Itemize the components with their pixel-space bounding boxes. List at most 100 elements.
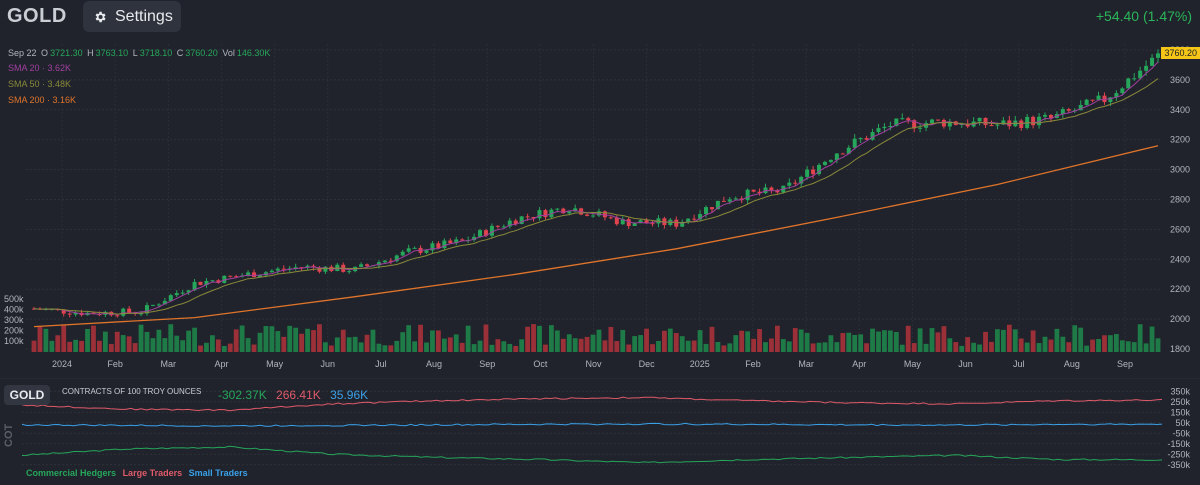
volume-bar xyxy=(299,333,305,352)
volume-bar xyxy=(346,337,352,352)
volume-bar xyxy=(73,339,79,352)
volume-bar xyxy=(281,336,287,352)
volume-bar xyxy=(602,340,608,352)
candle xyxy=(168,295,173,301)
candle xyxy=(483,230,488,236)
volume-bar xyxy=(441,338,447,352)
candle xyxy=(210,280,215,282)
price-chart[interactable]: 1800 2000 2200 2400 2600 2800 3000 3200 3400 3600… xyxy=(0,34,1200,374)
commercial-value: -302.37K xyxy=(218,388,267,402)
sma20-line xyxy=(33,61,1159,315)
candle xyxy=(121,308,126,316)
candle xyxy=(275,268,280,271)
volume-bar xyxy=(679,336,685,352)
volume-bar xyxy=(465,325,471,352)
candle xyxy=(115,315,120,317)
x-tick-label: Mar xyxy=(161,359,177,369)
volume-bar xyxy=(334,337,340,352)
cot-symbol-badge[interactable]: GOLD xyxy=(4,385,50,405)
vol-value: 146.30K xyxy=(236,48,271,58)
volume-bar xyxy=(471,344,477,352)
volume-bar xyxy=(531,324,536,352)
x-tick-label: Aug xyxy=(426,359,442,369)
volume-bar xyxy=(971,342,977,352)
candle xyxy=(989,125,994,127)
candle xyxy=(222,275,227,283)
volume-bar xyxy=(929,328,935,352)
candle xyxy=(626,219,631,227)
volume-bar xyxy=(245,338,251,352)
volume-bar xyxy=(233,329,239,352)
candle xyxy=(585,214,590,216)
candle xyxy=(983,117,988,126)
low-label: L xyxy=(132,48,138,58)
volume-bar xyxy=(893,331,899,352)
candle xyxy=(1120,88,1125,94)
y-tick-label: 3000 xyxy=(1170,165,1190,175)
volume-bar xyxy=(120,335,126,352)
volume-bar xyxy=(251,344,257,352)
volume-bar xyxy=(340,329,346,352)
candle xyxy=(608,217,613,219)
candle xyxy=(460,239,465,241)
candle xyxy=(1037,116,1042,126)
candle xyxy=(1090,99,1095,101)
volume-bar xyxy=(953,342,959,352)
candle xyxy=(436,243,441,249)
x-tick-label: Jun xyxy=(320,359,335,369)
volume-bar xyxy=(358,342,364,352)
volume-tick-label: 400k xyxy=(4,305,24,315)
cot-y-tick-label: -350k xyxy=(1167,460,1190,470)
volume-bar xyxy=(447,337,453,352)
candle xyxy=(162,300,167,305)
candle xyxy=(1150,57,1155,66)
candle xyxy=(1066,109,1071,111)
volume-bar xyxy=(864,343,869,352)
cot-y-tick-label: -150k xyxy=(1167,439,1190,449)
volume-bar xyxy=(293,327,299,352)
candle xyxy=(799,176,804,184)
volume-bar xyxy=(1149,326,1155,352)
volume-bar xyxy=(430,330,435,352)
volume-bar xyxy=(376,343,382,352)
candle xyxy=(156,304,161,306)
settings-button[interactable]: Settings xyxy=(83,1,181,32)
candle xyxy=(882,126,887,129)
volume-bar xyxy=(31,340,37,352)
settings-label: Settings xyxy=(115,7,173,25)
large-traders-line xyxy=(21,396,1163,412)
volume-bar xyxy=(1131,342,1137,352)
candle xyxy=(692,218,697,220)
volume-bar xyxy=(1143,343,1149,352)
volume-bar xyxy=(37,326,43,352)
candle xyxy=(365,264,370,266)
candle xyxy=(519,216,524,224)
volume-bar xyxy=(644,328,649,352)
volume-bar xyxy=(1078,327,1084,352)
volume-bar xyxy=(489,344,495,352)
volume-bar xyxy=(150,338,156,352)
last-price-tag: 3760.20 xyxy=(1161,47,1200,59)
volume-bar xyxy=(774,325,780,352)
candle xyxy=(567,211,572,214)
x-tick-label: 2025 xyxy=(690,359,710,369)
x-tick-label: Aug xyxy=(1064,359,1080,369)
candle xyxy=(478,230,483,237)
open-value: 3721.30 xyxy=(50,48,83,58)
volume-bar xyxy=(614,341,620,352)
x-tick-label: Mar xyxy=(798,359,814,369)
candle xyxy=(977,117,982,122)
volume-bar xyxy=(227,343,233,352)
candle xyxy=(602,211,607,218)
volume-bar xyxy=(1084,345,1090,352)
volume-tick-label: 100k xyxy=(4,336,24,346)
open-label: O xyxy=(41,48,49,58)
candle xyxy=(263,272,268,276)
volume-bar xyxy=(192,327,197,352)
candle xyxy=(192,281,197,291)
volume-tick-label: 200k xyxy=(4,326,24,336)
candle xyxy=(454,239,459,244)
volume-bar xyxy=(691,340,697,352)
candle xyxy=(930,119,935,124)
